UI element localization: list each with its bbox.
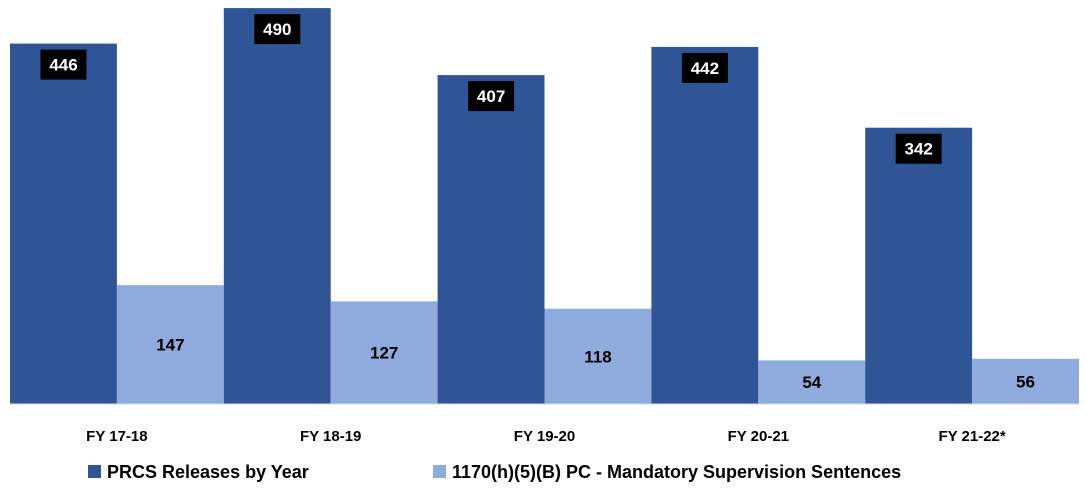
data-label-box	[254, 14, 301, 45]
legend-label: PRCS Releases by Year	[107, 462, 309, 482]
bar-prcs-0	[10, 43, 117, 404]
x-tick-label: FY 19-20	[514, 428, 575, 445]
x-tick-label: FY 21-22*	[938, 428, 1005, 445]
bar-prcs-3	[651, 46, 759, 405]
data-label: 407	[477, 87, 505, 106]
bars-group: 446 147 490 127 407 118 442 54 342 56	[10, 8, 1079, 405]
data-label: 442	[691, 59, 719, 78]
data-label: 342	[905, 140, 933, 159]
x-tick-label: FY 18-19	[300, 428, 361, 445]
data-label: 54	[802, 373, 821, 392]
data-label: 147	[156, 336, 184, 355]
data-label-box	[681, 52, 728, 83]
bar-mandatory-1	[330, 301, 438, 404]
x-tick-label: FY 20-21	[728, 428, 789, 445]
data-label: 118	[584, 347, 611, 366]
legend-swatch	[88, 465, 101, 478]
bar-prcs-2	[437, 75, 545, 404]
data-label-box	[895, 133, 942, 164]
bar-mandatory-0	[116, 285, 224, 404]
legend-label: 1170(h)(5)(B) PC - Mandatory Supervision…	[452, 462, 901, 482]
bar-mandatory-4	[972, 358, 1079, 404]
data-label-box	[40, 49, 87, 80]
x-tick-label: FY 17-18	[86, 428, 147, 445]
x-axis-ticks: FY 17-18 FY 18-19 FY 19-20 FY 20-21 FY 21-22…	[86, 428, 1006, 445]
bar-mandatory-2	[544, 308, 652, 404]
data-label: 127	[370, 344, 398, 363]
data-label: 446	[49, 56, 77, 75]
legend: PRCS Releases by Year 1170(h)(5)(B) PC - …	[88, 462, 901, 482]
bar-prcs-1	[223, 8, 331, 404]
bar-mandatory-3	[758, 360, 866, 404]
data-label: 490	[263, 20, 291, 39]
data-label-box	[468, 81, 515, 112]
data-label: 56	[1016, 372, 1035, 391]
bar-prcs-4	[865, 127, 973, 404]
legend-swatch	[433, 465, 446, 478]
